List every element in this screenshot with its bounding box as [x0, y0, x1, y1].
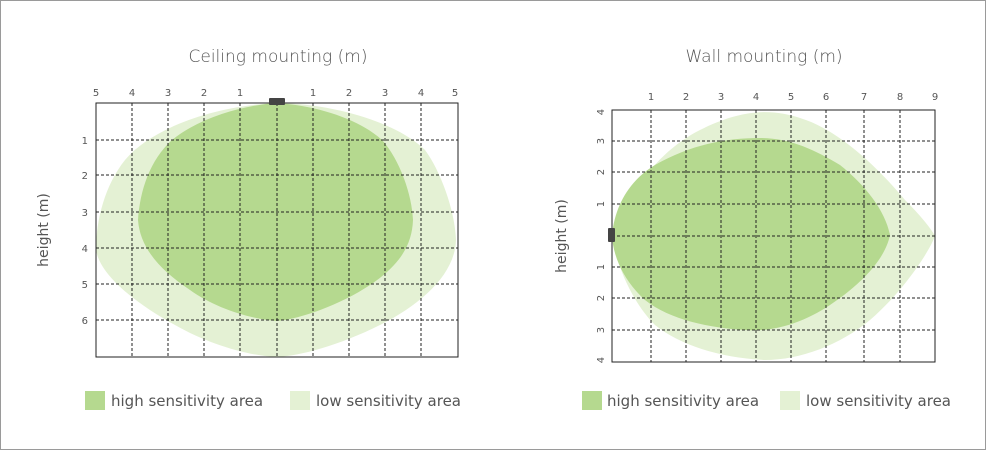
- ceiling-title: Ceiling mounting (m): [189, 47, 368, 67]
- wall-title: Wall mounting (m): [685, 47, 842, 67]
- wall-x-tick: 4: [753, 92, 759, 103]
- wall-sensor-icon: [608, 228, 615, 242]
- ceiling-sensor-icon: [269, 98, 285, 105]
- ceiling-grid: [96, 103, 458, 357]
- ceiling-x-tick: 2: [346, 88, 352, 99]
- ceiling-legend-low-label: low sensitivity area: [316, 392, 461, 410]
- wall-x-tick: 9: [932, 92, 938, 103]
- wall-y-tick: 3: [596, 327, 607, 333]
- ceiling-y-tick: 4: [82, 244, 88, 255]
- wall-y-axis-label: height (m): [554, 199, 570, 273]
- wall-y-ticks: 4 3 2 1 1 2 3 4: [596, 109, 607, 363]
- wall-legend-high-swatch: [582, 391, 602, 410]
- wall-y-tick: 3: [596, 138, 607, 144]
- ceiling-x-tick: 2: [201, 88, 207, 99]
- ceiling-y-tick: 6: [82, 316, 88, 327]
- ceiling-diagram: Ceiling mounting (m) 5: [36, 47, 461, 410]
- wall-high-sensitivity-area: [612, 138, 890, 331]
- wall-x-tick: 3: [718, 92, 724, 103]
- wall-x-ticks: 1 2 3 4 5 6 7 8 9: [648, 92, 938, 103]
- ceiling-legend-high-label: high sensitivity area: [111, 392, 263, 410]
- wall-y-tick: 1: [596, 264, 607, 270]
- ceiling-high-sensitivity-area: [138, 103, 413, 321]
- wall-x-tick: 1: [648, 92, 654, 103]
- wall-y-tick: 4: [596, 109, 607, 115]
- ceiling-x-tick: 5: [452, 88, 458, 99]
- wall-grid: [612, 110, 935, 362]
- ceiling-x-tick: 4: [129, 88, 135, 99]
- wall-diagram: Wall mounting (m) 1: [554, 47, 951, 410]
- ceiling-x-tick: 1: [237, 88, 243, 99]
- wall-x-tick: 5: [788, 92, 794, 103]
- ceiling-y-tick: 2: [82, 171, 88, 182]
- ceiling-y-ticks: 1 2 3 4 5 6: [82, 136, 88, 327]
- ceiling-y-axis-label: height (m): [36, 193, 52, 267]
- wall-legend-low-label: low sensitivity area: [806, 392, 951, 410]
- ceiling-x-tick: 4: [418, 88, 424, 99]
- wall-y-tick: 2: [596, 169, 607, 175]
- wall-y-tick: 1: [596, 201, 607, 207]
- ceiling-y-tick: 1: [82, 136, 88, 147]
- ceiling-legend-high-swatch: [85, 391, 105, 410]
- ceiling-x-tick: 1: [310, 88, 316, 99]
- ceiling-x-ticks: 5 4 3 2 1 1 2 3 4 5: [93, 88, 458, 99]
- wall-x-tick: 8: [897, 92, 903, 103]
- ceiling-y-tick: 3: [82, 208, 88, 219]
- wall-y-tick: 4: [596, 357, 607, 363]
- wall-legend-low-swatch: [780, 391, 800, 410]
- wall-x-tick: 2: [683, 92, 689, 103]
- wall-y-tick: 2: [596, 295, 607, 301]
- ceiling-y-tick: 5: [82, 280, 88, 291]
- ceiling-x-tick: 3: [165, 88, 171, 99]
- wall-x-tick: 6: [823, 92, 829, 103]
- wall-legend-high-label: high sensitivity area: [607, 392, 759, 410]
- ceiling-x-tick: 3: [382, 88, 388, 99]
- ceiling-legend-low-swatch: [290, 391, 310, 410]
- wall-x-tick: 7: [861, 92, 867, 103]
- ceiling-x-tick: 5: [93, 88, 99, 99]
